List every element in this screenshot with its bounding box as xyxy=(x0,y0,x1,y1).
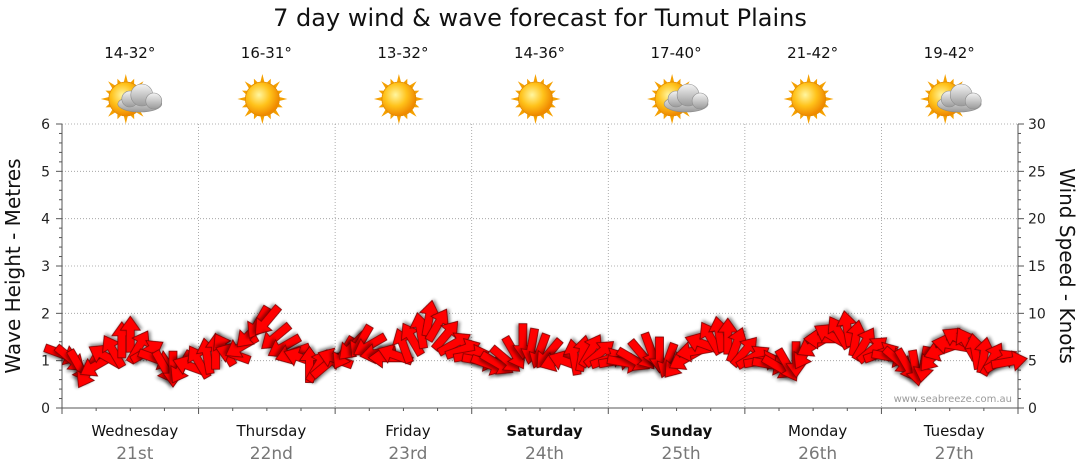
left-tick-label: 1 xyxy=(41,354,50,370)
watermark: www.seabreeze.com.au xyxy=(894,394,1012,405)
day-name-label: Thursday xyxy=(235,422,306,440)
day-name-label: Monday xyxy=(788,422,847,440)
chart-title: 7 day wind & wave forecast for Tumut Pla… xyxy=(273,4,807,32)
sun-ray xyxy=(272,109,280,117)
wind-direction-arrow xyxy=(488,344,521,372)
day-date-label: 26th xyxy=(798,444,837,464)
sun-ray xyxy=(260,115,265,124)
day-name-label: Sunday xyxy=(650,422,713,440)
wind-direction-arrow xyxy=(102,335,127,370)
day-date-label: 22nd xyxy=(250,444,293,464)
sun-ray xyxy=(806,74,811,83)
day-name-label: Friday xyxy=(385,422,431,440)
day-temp-range: 13-32° xyxy=(377,44,428,62)
cloud-puff xyxy=(691,92,709,110)
day-temp-range: 19-42° xyxy=(924,44,975,62)
wind-direction-arrow xyxy=(424,308,449,343)
right-axis-title: Wind Speed - Knots xyxy=(1055,168,1079,364)
sun-disc xyxy=(518,81,553,117)
sun-ray xyxy=(533,115,538,124)
sun-cloud-icon xyxy=(647,74,709,124)
left-tick-label: 2 xyxy=(41,306,50,322)
day-name-label: Wednesday xyxy=(91,422,178,440)
sun-ray xyxy=(670,115,675,124)
sun-ray xyxy=(791,81,799,89)
sun-ray xyxy=(279,97,288,101)
right-tick-label: 15 xyxy=(1028,259,1046,275)
wind-direction-arrow xyxy=(254,303,283,336)
sun-ray xyxy=(510,97,519,101)
sun-ray xyxy=(791,109,799,117)
sun-cloud-icon xyxy=(920,74,982,124)
right-tick-label: 10 xyxy=(1028,306,1046,322)
sun-icon xyxy=(510,74,561,124)
sun-ray xyxy=(927,81,935,89)
cloud-shape xyxy=(117,83,163,113)
day-date-label: 24th xyxy=(525,444,564,464)
left-axis-title: Wave Height - Metres xyxy=(1,158,25,373)
day-temp-range: 14-32° xyxy=(104,44,155,62)
sun-ray xyxy=(943,74,948,83)
sun-ray xyxy=(920,97,929,101)
day-date-label: 21st xyxy=(116,444,153,464)
day-temp-range: 21-42° xyxy=(787,44,838,62)
sun-ray xyxy=(237,97,246,101)
sun-ray xyxy=(373,97,383,101)
day-temp-range: 16-31° xyxy=(241,44,292,62)
sun-ray xyxy=(806,115,811,124)
sun-ray xyxy=(396,74,401,83)
right-tick-label: 25 xyxy=(1028,164,1046,180)
sun-disc xyxy=(244,81,280,117)
sun-ray xyxy=(783,97,792,101)
wind-direction-arrow xyxy=(990,350,1028,372)
cloud-puff xyxy=(145,92,163,110)
sun-ray xyxy=(825,97,834,101)
sun-ray xyxy=(670,74,675,83)
cloud-shape xyxy=(936,83,982,113)
day-date-label: 23rd xyxy=(388,444,427,464)
sun-icon xyxy=(783,74,834,124)
right-tick-label: 5 xyxy=(1028,354,1037,370)
sun-disc xyxy=(791,81,827,117)
left-tick-label: 5 xyxy=(41,164,50,180)
right-tick-label: 20 xyxy=(1028,212,1046,228)
day-date-label: 25th xyxy=(662,444,701,464)
sun-ray xyxy=(396,115,401,124)
day-name-label: Tuesday xyxy=(923,422,985,440)
sun-icon xyxy=(237,74,288,124)
day-temp-range: 17-40° xyxy=(651,44,702,62)
cloud-puff xyxy=(964,92,982,110)
day-name-label: Saturday xyxy=(506,422,583,440)
cloud-shape xyxy=(663,83,709,113)
right-tick-label: 30 xyxy=(1028,117,1046,133)
sun-ray xyxy=(647,97,656,101)
sun-ray xyxy=(123,115,128,124)
right-tick-label: 0 xyxy=(1028,401,1037,417)
sun-ray xyxy=(260,74,265,83)
sun-icon xyxy=(373,74,424,124)
sun-ray xyxy=(943,115,948,124)
day-temp-range: 14-36° xyxy=(514,44,565,62)
sun-ray xyxy=(927,109,935,117)
sun-disc xyxy=(381,81,417,117)
sun-cloud-icon xyxy=(100,74,163,124)
sun-ray xyxy=(123,74,128,83)
day-date-label: 27th xyxy=(935,444,974,464)
left-tick-label: 3 xyxy=(41,259,50,275)
left-tick-label: 0 xyxy=(41,401,50,417)
sun-ray xyxy=(533,74,538,83)
sun-ray xyxy=(100,97,109,101)
sun-ray xyxy=(415,97,424,101)
sun-rays xyxy=(237,74,288,124)
left-tick-label: 4 xyxy=(41,212,50,228)
sun-ray xyxy=(552,97,561,101)
sun-ray xyxy=(272,81,280,89)
left-tick-label: 6 xyxy=(41,117,50,133)
